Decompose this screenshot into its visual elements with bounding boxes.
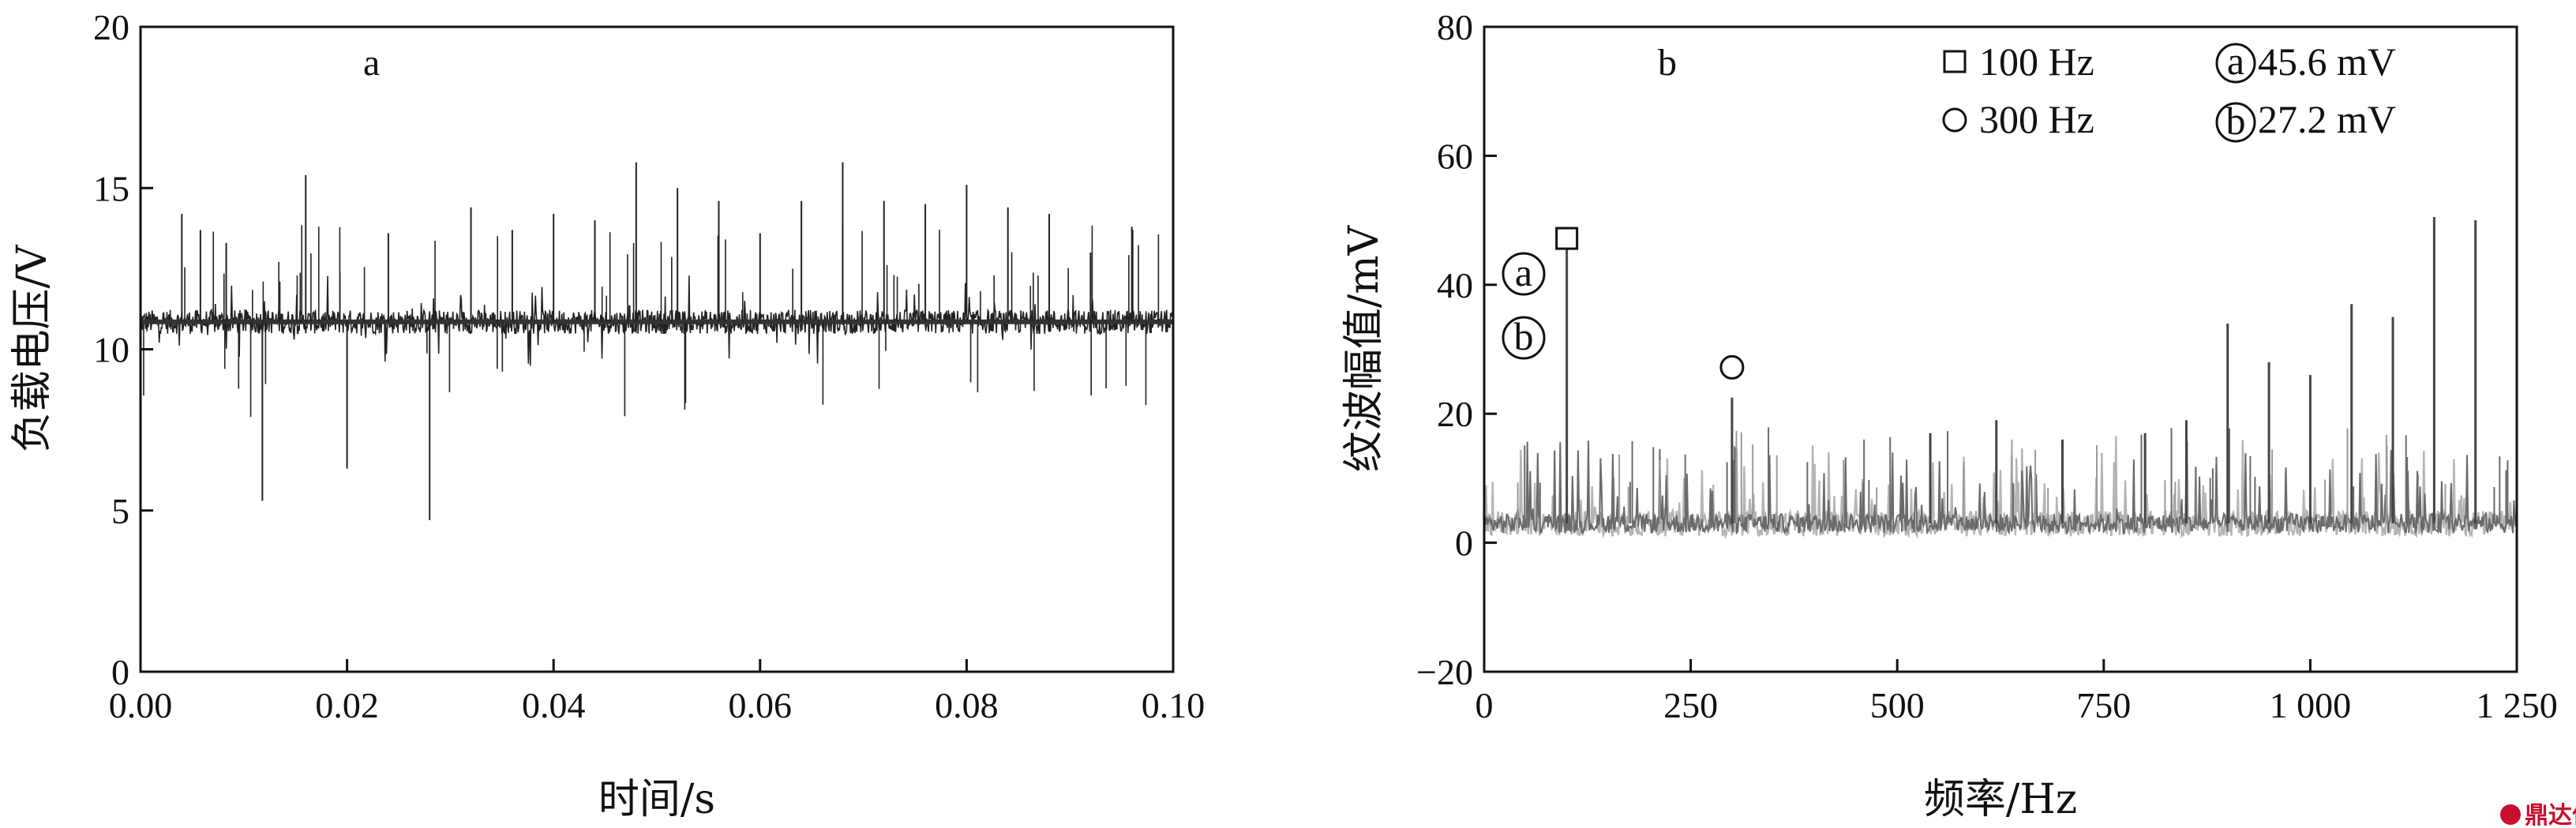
panel-a-x-tick-label: 0.04 [522, 685, 586, 725]
panel-b-label: b [1658, 42, 1677, 84]
plot-circled-b-letter: b [1514, 314, 1534, 358]
legend-circled-a-marker [2215, 43, 2256, 84]
panel-a-y-tick-label: 20 [93, 7, 129, 47]
plot-circled-b-marker [1502, 316, 1546, 360]
annotation-100hz-square [1555, 227, 1579, 250]
panel-b-y-tick-label: 60 [1437, 136, 1473, 176]
panel-a-y-tick-label: 15 [93, 168, 129, 208]
panel-b-legend: 100 Hz 300 Hz a 45.6 mV b 27.2 mV [1942, 39, 2396, 143]
panel-b-y-ticks: −20 0 20 40 60 80 [1416, 7, 1497, 692]
watermark-text: 鼎达信 [2525, 802, 2576, 828]
panel-b-x-tick-label: 750 [2076, 685, 2131, 725]
panel-a-x-axis-label: 时间/s [598, 776, 715, 823]
panel-a-frame [139, 25, 1175, 673]
panel-b-y-tick-label: 0 [1455, 523, 1473, 564]
panel-b-x-tick-label: 250 [1663, 685, 1718, 725]
panel-b-y-tick-label: 80 [1437, 7, 1473, 47]
legend-circled-b-marker [2215, 102, 2256, 143]
panel-a-x-tick-label: 0.08 [935, 685, 999, 725]
watermark: 鼎达信 [2500, 802, 2576, 828]
panel-b-x-axis-label: 频率/Hz [1924, 776, 2077, 823]
panel-b-signal [1483, 217, 2518, 539]
legend-label-45-6mv: 45.6 mV [2258, 39, 2396, 84]
legend-label-27-2mv: 27.2 mV [2258, 97, 2396, 141]
legend-label-300hz: 300 Hz [1979, 97, 2094, 141]
panel-b-y-tick-label: 40 [1437, 265, 1473, 305]
panel-b-y-tick-label: 20 [1437, 394, 1473, 434]
panel-b-noise-trace-dark [1483, 440, 2518, 536]
panel-b-y-tick-label: −20 [1416, 652, 1473, 692]
legend-circled-b-letter: b [2226, 99, 2246, 143]
panel-b-frame [1483, 25, 2518, 673]
panel-b-x-tick-label: 0 [1475, 685, 1494, 725]
plot-circled-a-marker [1502, 252, 1546, 296]
legend-circle-marker [1942, 107, 1967, 133]
panel-a-x-ticks: 0.00 0.02 0.04 0.06 0.08 0.10 [109, 659, 1206, 725]
panel-b-x-tick-label: 1 000 [2270, 685, 2352, 725]
panel-a-y-tick-label: 0 [111, 652, 129, 692]
plot-circled-a-letter: a [1515, 250, 1532, 294]
panel-a-x-tick-label: 0.00 [109, 685, 173, 725]
panel-b-x-tick-label: 1 250 [2476, 685, 2558, 725]
panel-a-x-tick-label: 0.06 [729, 685, 793, 725]
panel-a-signal [140, 162, 1174, 543]
panel-a-x-tick-label: 0.02 [315, 685, 379, 725]
panel-b-x-tick-label: 500 [1870, 685, 1925, 725]
panel-a-x-tick-label: 0.10 [1142, 685, 1206, 725]
legend-square-marker [1943, 50, 1967, 73]
watermark-logo-icon [2500, 804, 2521, 825]
panel-a-y-ticks: 0 5 10 15 20 [93, 7, 153, 692]
panel-a-y-tick-label: 10 [93, 330, 129, 370]
panel-a-label: a [363, 42, 380, 84]
legend-label-100hz: 100 Hz [1979, 39, 2094, 84]
panel-a-y-tick-label: 5 [111, 491, 129, 531]
panel-a-y-axis-label: 负载电压/V [9, 244, 56, 453]
annotation-300hz-circle [1719, 354, 1745, 380]
legend-circled-a-letter: a [2227, 39, 2244, 83]
panel-a: 0.00 0.02 0.04 0.06 0.08 0.10 0 5 10 15 20 a 时间/s… [9, 7, 1205, 823]
panel-b-x-ticks: 0 250 500 750 1 000 1 250 [1475, 659, 2558, 725]
panel-a-noise-trace [140, 275, 1174, 366]
panel-b-y-axis-label: 纹波幅值/mV [1340, 224, 1388, 472]
